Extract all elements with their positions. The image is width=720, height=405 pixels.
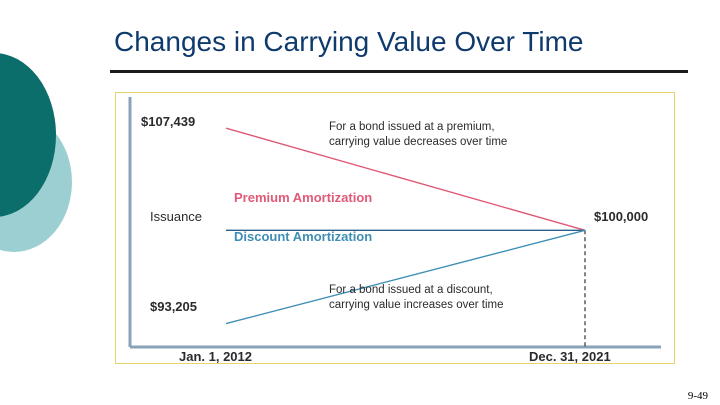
end-value-label: $100,000: [594, 209, 648, 224]
discount-series-label: Discount Amortization: [234, 229, 372, 244]
discount-amortization-line: [225, 229, 586, 325]
discount-start-value-label: $93,205: [150, 299, 197, 314]
decorative-circles: [0, 0, 80, 260]
premium-start-value-label: $107,439: [141, 114, 195, 129]
chart-frame: $107,439 Issuance $93,205 $100,000 Premi…: [115, 92, 675, 364]
x-label-start: Jan. 1, 2012: [179, 349, 252, 364]
discount-annotation-line-2: carrying value increases over time: [329, 299, 504, 311]
discount-annotation-line-1: For a bond issued at a discount,: [329, 284, 493, 296]
premium-amortization-line: [225, 127, 586, 231]
issuance-label: Issuance: [150, 209, 202, 224]
page-number: 9-49: [687, 390, 708, 402]
title-underline: [110, 70, 688, 73]
premium-annotation-line-2: carrying value decreases over time: [329, 136, 507, 148]
premium-annotation-line-1: For a bond issued at a premium,: [329, 121, 495, 133]
carrying-value-chart: $107,439 Issuance $93,205 $100,000 Premi…: [128, 97, 661, 364]
decorative-circle-dark: [0, 53, 56, 217]
slide-title: Changes in Carrying Value Over Time: [114, 26, 584, 57]
premium-series-label: Premium Amortization: [234, 190, 372, 205]
x-label-end: Dec. 31, 2021: [529, 349, 611, 364]
